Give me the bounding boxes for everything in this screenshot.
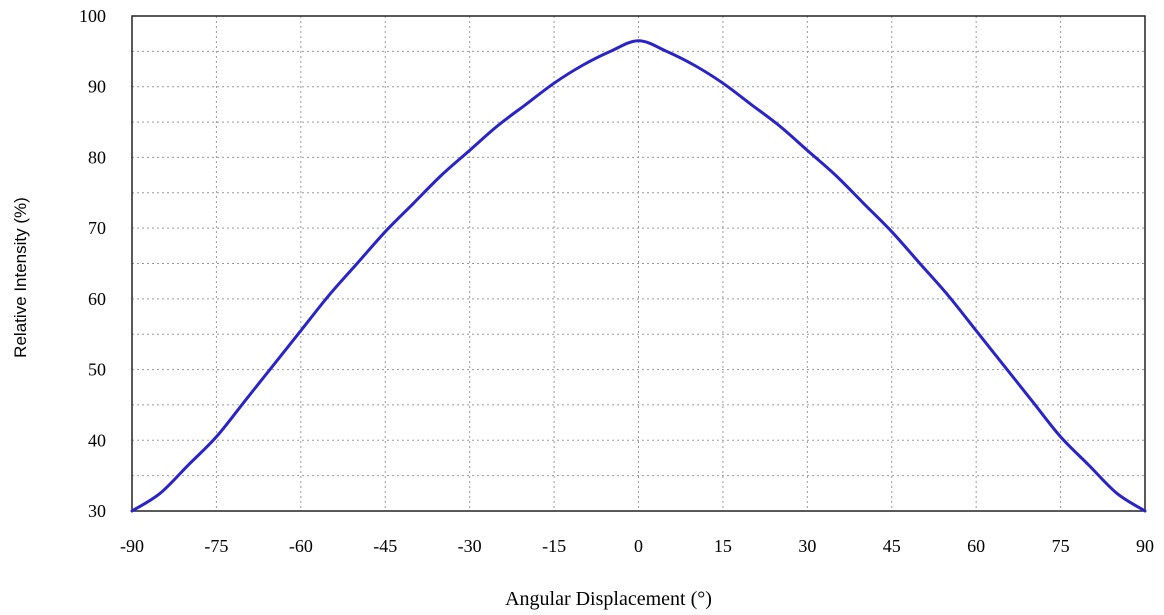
x-axis-title: Angular Displacement (°) (505, 588, 712, 610)
x-tick-label: 45 (883, 536, 901, 556)
y-tick-label: 80 (88, 147, 106, 167)
y-tick-label: 50 (88, 360, 106, 380)
x-tick-label: 75 (1052, 536, 1070, 556)
x-tick-label: -45 (373, 536, 397, 556)
grid (132, 16, 1145, 511)
x-tick-label: -60 (289, 536, 313, 556)
intensity-curve (130, 39, 1147, 513)
y-tick-label: 100 (79, 6, 106, 26)
y-tick-label: 90 (88, 77, 106, 97)
x-tick-label: 60 (967, 536, 985, 556)
x-tick-label: 0 (634, 536, 643, 556)
x-tick-label: 30 (798, 536, 816, 556)
y-tick-label: 30 (88, 501, 106, 521)
y-axis-title: Relative Intensity (%) (11, 197, 30, 358)
x-axis-ticks: -90 -75 -60 -45 -30 -15 0 15 30 45 60 75 90 (120, 536, 1154, 556)
x-tick-label: -30 (458, 536, 482, 556)
x-tick-label: -75 (204, 536, 228, 556)
y-tick-label: 60 (88, 289, 106, 309)
x-tick-label: -90 (120, 536, 144, 556)
x-tick-label: 15 (714, 536, 732, 556)
x-tick-label: -15 (542, 536, 566, 556)
x-tick-label: 90 (1136, 536, 1154, 556)
y-tick-label: 70 (88, 218, 106, 238)
y-tick-label: 40 (88, 430, 106, 450)
plot-area (131, 15, 1146, 512)
y-axis-ticks: 30 40 50 60 70 80 90 100 (79, 6, 106, 521)
